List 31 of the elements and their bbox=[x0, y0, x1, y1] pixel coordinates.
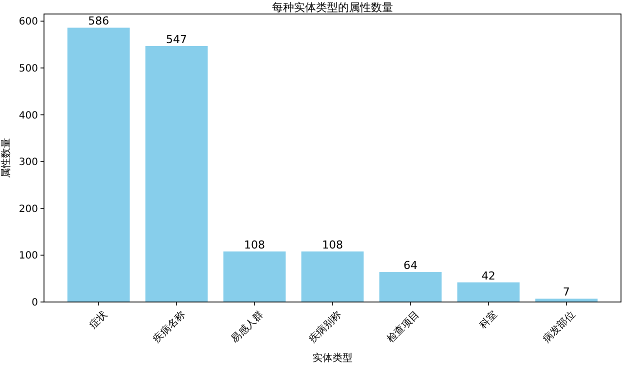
x-tick-label: 疾病别称 bbox=[306, 308, 344, 346]
x-tick-label: 科室 bbox=[476, 308, 500, 332]
x-tick-label: 症状 bbox=[87, 308, 110, 332]
y-axis-title: 属性数量 bbox=[0, 138, 12, 178]
y-tick-label: 0 bbox=[32, 298, 38, 308]
y-tick-label: 300 bbox=[18, 157, 38, 168]
bar bbox=[301, 251, 364, 302]
data-label: 64 bbox=[403, 259, 418, 272]
y-tick-label: 200 bbox=[18, 204, 38, 215]
bar bbox=[379, 272, 442, 302]
x-tick-label: 病发部位 bbox=[540, 308, 578, 346]
x-tick-label: 疾病名称 bbox=[150, 308, 188, 346]
data-label: 108 bbox=[322, 238, 343, 252]
x-axis-title: 实体类型 bbox=[312, 352, 352, 364]
bar bbox=[67, 28, 130, 302]
y-tick-label: 600 bbox=[18, 16, 38, 28]
y-tick-label: 400 bbox=[18, 110, 38, 122]
bar bbox=[535, 298, 598, 302]
data-label: 586 bbox=[88, 14, 110, 28]
data-label: 7 bbox=[562, 286, 570, 299]
bar bbox=[457, 282, 520, 302]
data-label: 547 bbox=[166, 32, 188, 46]
data-label: 42 bbox=[481, 269, 496, 282]
bar bbox=[145, 46, 208, 302]
y-tick-label: 500 bbox=[18, 63, 38, 74]
chart-title: 每种实体类型的属性数量 bbox=[272, 1, 393, 14]
bar bbox=[223, 251, 286, 302]
y-tick-label: 100 bbox=[18, 250, 38, 262]
x-tick-label: 检查项目 bbox=[384, 308, 422, 346]
x-tick-label: 易感人群 bbox=[228, 308, 266, 346]
data-label: 108 bbox=[244, 238, 266, 252]
